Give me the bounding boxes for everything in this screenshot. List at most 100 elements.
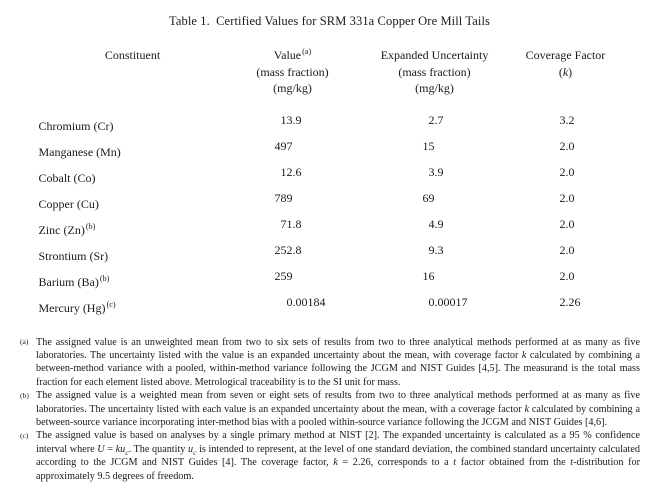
numeric-integer-part: 13 <box>280 112 293 127</box>
footnote-c-marker: (c) <box>20 430 29 440</box>
cell-value: 13.9 <box>227 97 359 137</box>
cell-value: 789 <box>227 189 359 215</box>
table-row: Cobalt (Co) 12.6 3.9 2.0 <box>39 163 621 189</box>
constituent-footnote-marker: (b) <box>99 274 110 283</box>
table-header-row: Constituent Value(a) (mass fraction) (mg… <box>39 47 621 97</box>
cell-expanded-uncertainty: 2.7 <box>359 97 511 137</box>
cell-constituent: Copper (Cu) <box>39 189 227 215</box>
column-header-uncertainty-label: Expanded Uncertainty <box>380 48 489 62</box>
footnote-a-text-part2: calculated by combining a between-method… <box>36 349 640 388</box>
numeric-fraction-part: .00184 <box>292 294 326 309</box>
footnote-b-k-symbol: k <box>524 403 530 415</box>
numeric-value: 4.9 <box>359 215 511 235</box>
footnote-a: (a) The assigned value is an unweighted m… <box>20 336 640 390</box>
numeric-fraction-part: .3 <box>434 242 444 257</box>
footnote-c: (c) The assigned value is based on analys… <box>20 429 640 483</box>
numeric-fraction-part: .8 <box>292 242 302 257</box>
cell-constituent: Strontium (Sr) <box>39 241 227 267</box>
cell-constituent: Chromium (Cr) <box>39 97 227 137</box>
cell-coverage-factor: 2.0 <box>511 241 621 267</box>
column-header-coverage-factor: Coverage Factor (k) <box>511 47 621 97</box>
numeric-integer-part: 3 <box>428 164 435 179</box>
footnote-c-symbol-uc: uc <box>188 443 197 457</box>
numeric-value: 71.8 <box>227 215 359 235</box>
numeric-value: 9.3 <box>359 241 511 261</box>
numeric-value: 252.8 <box>227 241 359 261</box>
cell-expanded-uncertainty: 9.3 <box>359 241 511 267</box>
numeric-integer-part: 259 <box>274 268 293 283</box>
numeric-integer-part: 2 <box>559 216 566 231</box>
numeric-integer-part: 3 <box>559 112 566 127</box>
table-row: Copper (Cu) 789 69 2.0 <box>39 189 621 215</box>
table-row: Strontium (Sr) 252.8 9.3 2.0 <box>39 241 621 267</box>
numeric-value: 12.6 <box>227 163 359 183</box>
cell-expanded-uncertainty: 16 <box>359 267 511 293</box>
numeric-fraction-part: .0 <box>565 242 575 257</box>
numeric-integer-part: 71 <box>280 216 293 231</box>
footnote-a-k-symbol: k <box>521 349 527 361</box>
numeric-fraction-part: .0 <box>565 268 575 283</box>
footnote-c-t-symbol-2: t <box>570 457 574 469</box>
cell-value: 259 <box>227 267 359 293</box>
footnote-c-text-part4: , corresponds to a <box>370 457 454 469</box>
constituent-name: Barium (Ba) <box>38 275 99 289</box>
cell-coverage-factor: 2.26 <box>511 293 621 319</box>
table-header: Constituent Value(a) (mass fraction) (mg… <box>39 47 621 97</box>
numeric-fraction-part: .0 <box>565 190 575 205</box>
numeric-value: 259 <box>227 267 359 287</box>
numeric-value: 2.0 <box>511 215 621 235</box>
table-row: Chromium (Cr) 13.9 2.7 3.2 <box>39 97 621 137</box>
footnote-b: (b) The assigned value is a weighted mean… <box>20 389 640 429</box>
numeric-fraction-part: .7 <box>434 112 444 127</box>
constituent-name: Copper (Cu) <box>38 197 99 211</box>
cell-coverage-factor: 2.0 <box>511 137 621 163</box>
certificate-table-page: Table 1. Certified Values for SRM 331a C… <box>20 14 640 482</box>
footnote-c-t-symbol-1: t <box>453 457 457 469</box>
cell-expanded-uncertainty: 0.00017 <box>359 293 511 319</box>
column-header-coverage-label: Coverage Factor <box>525 48 606 62</box>
numeric-integer-part: 2 <box>428 112 435 127</box>
footnote-c-text-part2: . The quantity <box>128 443 189 455</box>
column-header-value-label: Value <box>273 48 302 62</box>
table-row: Mercury (Hg)(c) 0.00184 0.00017 2.26 <box>39 293 621 319</box>
column-header-uncertainty-unit-mgkg: (mg/kg) <box>415 81 454 95</box>
numeric-integer-part: 2 <box>559 190 566 205</box>
column-header-value-unit-mgkg: (mg/kg) <box>273 81 312 95</box>
numeric-value: 497 <box>227 137 359 157</box>
footnote-marker-a-ref: (a) <box>302 47 312 56</box>
numeric-integer-part: 16 <box>422 268 435 283</box>
cell-value: 497 <box>227 137 359 163</box>
constituent-name: Zinc (Zn) <box>38 223 85 237</box>
numeric-value: 16 <box>359 267 511 287</box>
numeric-fraction-part: .0 <box>565 138 575 153</box>
column-header-value: Value(a) (mass fraction) (mg/kg) <box>227 47 359 97</box>
cell-coverage-factor: 2.0 <box>511 163 621 189</box>
numeric-integer-part: 2 <box>559 138 566 153</box>
footnote-b-marker: (b) <box>20 390 29 400</box>
numeric-fraction-part: .9 <box>434 164 444 179</box>
numeric-fraction-part: .2 <box>565 112 575 127</box>
footnote-b-text-part2: calculated by combining a between-source… <box>36 403 640 428</box>
cell-expanded-uncertainty: 4.9 <box>359 215 511 241</box>
numeric-integer-part: 252 <box>274 242 293 257</box>
constituent-footnote-marker: (b) <box>85 222 96 231</box>
cell-constituent: Mercury (Hg)(c) <box>39 293 227 319</box>
table-row: Zinc (Zn)(b) 71.8 4.9 2.0 <box>39 215 621 241</box>
column-header-uncertainty-unit-fraction: (mass fraction) <box>398 64 471 79</box>
constituent-footnote-marker: (c) <box>106 300 116 309</box>
cell-coverage-factor: 3.2 <box>511 97 621 137</box>
numeric-integer-part: 2 <box>559 268 566 283</box>
cell-expanded-uncertainty: 69 <box>359 189 511 215</box>
cell-value: 71.8 <box>227 215 359 241</box>
numeric-integer-part: 0 <box>286 294 293 309</box>
column-header-uncertainty: Expanded Uncertainty (mass fraction) (mg… <box>359 47 511 97</box>
numeric-value: 2.0 <box>511 267 621 287</box>
cell-coverage-factor: 2.0 <box>511 215 621 241</box>
numeric-fraction-part: .00017 <box>434 294 468 309</box>
numeric-integer-part: 2 <box>559 294 566 309</box>
numeric-value: 2.26 <box>511 293 621 313</box>
numeric-integer-part: 2 <box>559 164 566 179</box>
numeric-value: 69 <box>359 189 511 209</box>
numeric-fraction-part: .8 <box>292 216 302 231</box>
constituent-name: Strontium (Sr) <box>38 249 109 263</box>
